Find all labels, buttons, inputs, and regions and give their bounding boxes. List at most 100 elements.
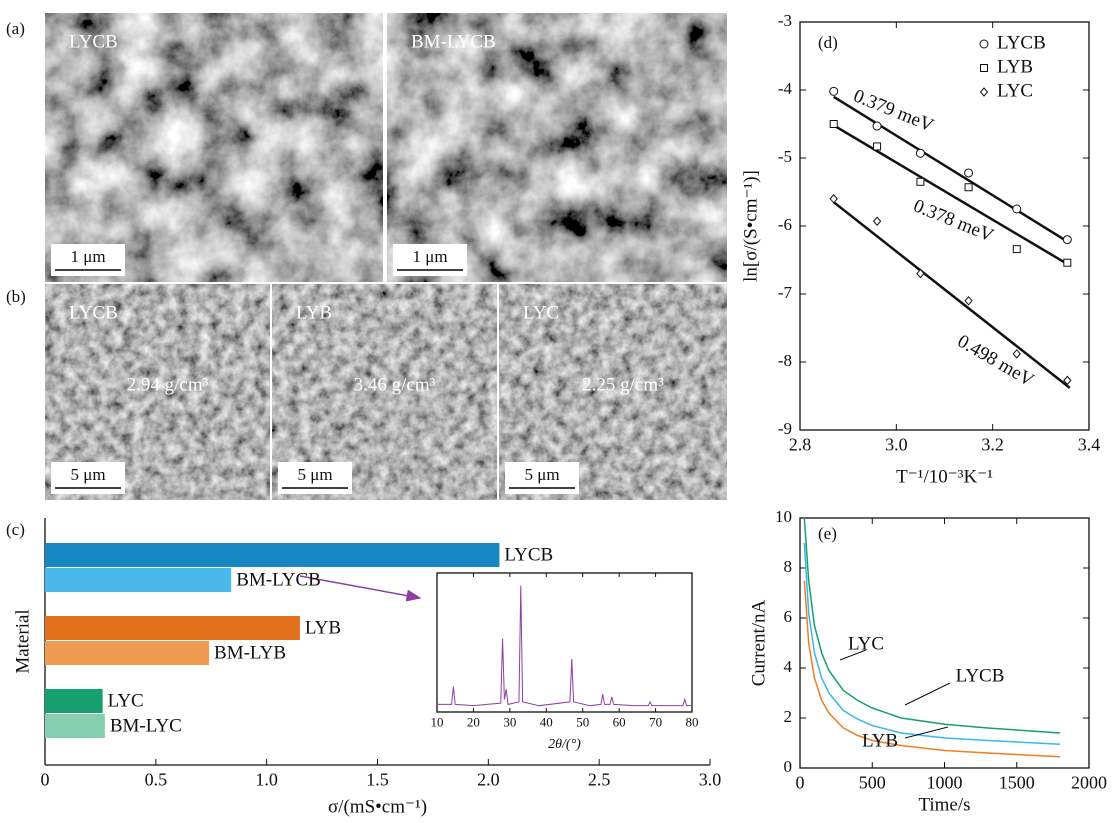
x-tick-label: 3.2 (981, 434, 1004, 454)
bar (45, 641, 209, 665)
y-tick-label: 6 (784, 607, 793, 626)
series-line (804, 518, 1060, 733)
x-tick-label: 1.5 (366, 769, 389, 789)
legend-label: LYCB (997, 32, 1046, 53)
x-tick-label: 1000 (927, 772, 963, 792)
y-axis-title: ln[σ/(S•cm⁻¹)] (740, 170, 761, 282)
x-tick-label: 2.0 (477, 769, 500, 789)
marker (981, 65, 988, 72)
y-tick-label: 10 (775, 507, 792, 526)
figure: (a) (b) (c) (d) (e) LYCB 1 μm BM-LYCB 1 μm LYCB 2.… (0, 0, 1112, 823)
marker (1064, 259, 1071, 266)
y-tick-label: -3 (778, 11, 792, 30)
x-tick-label: 1500 (999, 772, 1035, 792)
marker (830, 87, 838, 95)
x-tick-label: 500 (859, 772, 886, 792)
marker (830, 121, 837, 128)
panel-label: (e) (818, 524, 837, 543)
marker (980, 40, 988, 48)
y-tick-label: -8 (778, 351, 792, 370)
legend-label: LYB (862, 730, 898, 751)
bar (45, 568, 231, 592)
bar-label: LYCB (504, 544, 553, 565)
x-tick-label: 40 (540, 715, 553, 730)
marker (965, 297, 972, 305)
panel-label: (a) (6, 19, 25, 38)
sem-label: LYCB (69, 302, 118, 323)
series-line (437, 586, 692, 706)
marker (1013, 205, 1021, 213)
marker (873, 122, 881, 130)
sem-label: LYCB (69, 31, 118, 52)
y-tick-label: 8 (784, 557, 793, 576)
x-axis-title: T⁻¹/10⁻³K⁻¹ (896, 466, 993, 487)
marker (874, 217, 881, 225)
sem-density: 2.25 g/cm³ (582, 374, 664, 395)
scale-bar-label: 1 μm (70, 247, 105, 266)
scale-bar-label: 1 μm (412, 247, 447, 266)
scale-bar-label: 5 μm (297, 465, 332, 484)
bar-label: BM-LYC (110, 715, 182, 736)
legend-label: LYC (848, 633, 884, 654)
marker (965, 169, 973, 177)
y-tick-label: -4 (778, 79, 793, 98)
bar (45, 714, 105, 738)
x-tick-label: 0 (41, 769, 50, 789)
bar (45, 543, 499, 567)
x-tick-label: 30 (503, 715, 516, 730)
plot-frame (800, 518, 1089, 768)
scale-bar-label: 5 μm (524, 465, 559, 484)
bar (45, 616, 300, 640)
x-axis-title: Time/s (918, 794, 970, 815)
y-axis-title: Current/nA (748, 599, 769, 686)
series-line (804, 543, 1060, 744)
bar (45, 689, 103, 713)
x-tick-label: 0.5 (145, 769, 168, 789)
x-tick-label: 70 (649, 715, 662, 730)
x-axis-title: σ/(mS•cm⁻¹) (328, 796, 427, 817)
x-tick-label: 10 (431, 715, 444, 730)
legend-label: LYB (997, 56, 1033, 77)
sem-image (45, 13, 383, 282)
x-tick-label: 1.0 (255, 769, 278, 789)
marker (917, 178, 924, 185)
y-tick-label: -9 (778, 419, 792, 438)
x-tick-label: 50 (576, 715, 589, 730)
x-tick-label: 3.0 (885, 434, 908, 454)
bar-label: LYC (108, 690, 144, 711)
panel-label: (c) (6, 520, 25, 539)
x-tick-label: 0 (796, 772, 805, 792)
y-tick-label: 0 (784, 757, 793, 776)
bar-label: BM-LYB (214, 642, 286, 663)
marker (874, 143, 881, 150)
sem-label: BM-LYCB (411, 31, 496, 52)
x-tick-label: 2.5 (588, 769, 611, 789)
sem-image (387, 13, 727, 282)
fit-line (834, 125, 1070, 265)
x-tick-label: 20 (467, 715, 480, 730)
legend-label: LYC (997, 80, 1033, 101)
scale-bar-label: 5 μm (70, 465, 105, 484)
y-tick-label: -7 (778, 283, 793, 302)
bar-label: BM-LYCB (236, 569, 321, 590)
x-tick-label: 3.4 (1078, 434, 1101, 454)
marker (916, 149, 924, 157)
slope-annotation: 0.378 meV (910, 195, 996, 246)
marker (981, 88, 988, 96)
x-tick-label: 2.8 (789, 434, 812, 454)
sem-density: 2.94 g/cm³ (127, 374, 209, 395)
sem-label: LYC (523, 302, 559, 323)
x-tick-label: 80 (686, 715, 699, 730)
marker (1013, 350, 1020, 358)
panel-label: (b) (6, 287, 26, 306)
slope-annotation: 0.379 meV (850, 85, 936, 136)
marker (1013, 246, 1020, 253)
x-axis-title: 2θ/(°) (548, 737, 581, 752)
bar-label: LYB (305, 617, 341, 638)
x-tick-label: 2000 (1071, 772, 1107, 792)
panel-label: (d) (818, 33, 838, 52)
x-tick-label: 3.0 (699, 769, 722, 789)
marker (830, 195, 837, 203)
y-tick-label: 4 (784, 657, 793, 676)
x-tick-label: 60 (613, 715, 626, 730)
